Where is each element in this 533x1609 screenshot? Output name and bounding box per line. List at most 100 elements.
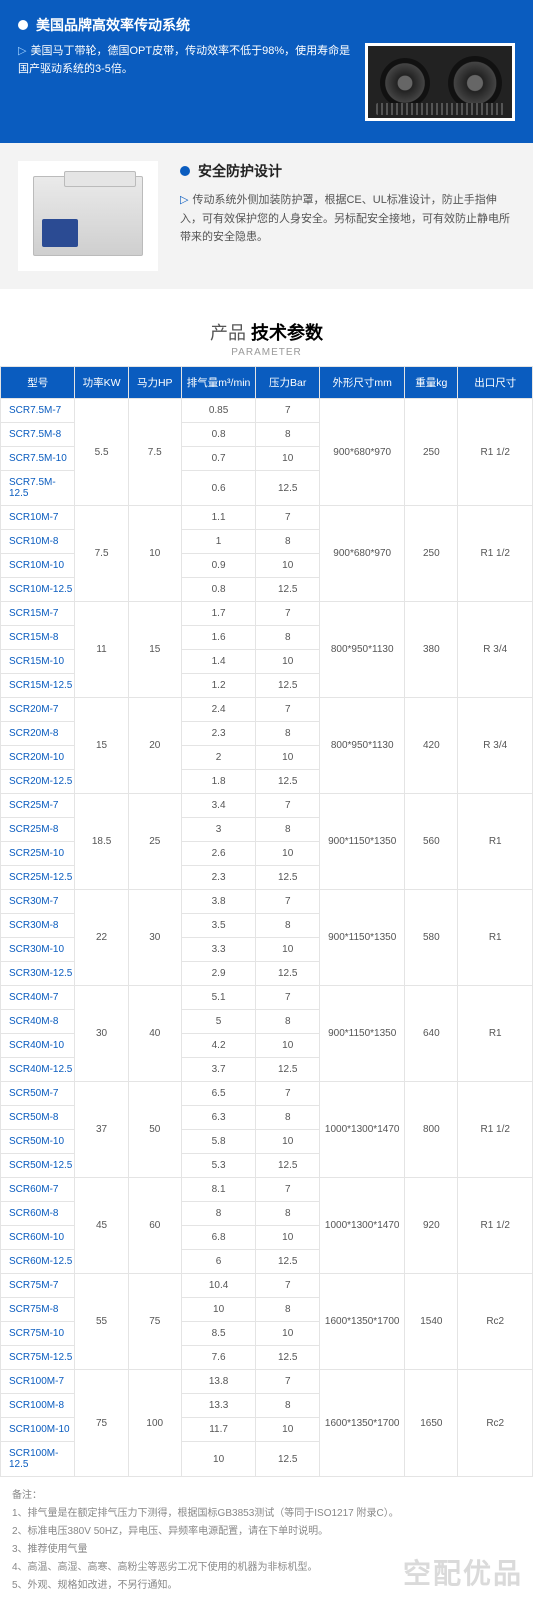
cell-bar: 8 bbox=[256, 1298, 320, 1322]
cell-wt: 1650 bbox=[405, 1370, 458, 1477]
hero-image bbox=[365, 43, 515, 121]
safety-section: 安全防护设计 ▷传动系统外侧加装防护罩，根据CE、UL标准设计，防止手指伸入，可… bbox=[0, 143, 533, 289]
cell-exhaust: 0.9 bbox=[181, 554, 255, 578]
table-row: SCR40M-730405.17900*1150*1350640R1 bbox=[1, 986, 533, 1010]
table-row: SCR30M-722303.87900*1150*1350580R1 bbox=[1, 890, 533, 914]
cell-model: SCR30M-12.5 bbox=[1, 962, 75, 986]
cell-exhaust: 3.3 bbox=[181, 938, 255, 962]
cell-bar: 10 bbox=[256, 1226, 320, 1250]
cell-hp: 60 bbox=[128, 1178, 181, 1274]
cell-wt: 420 bbox=[405, 698, 458, 794]
cell-exhaust: 5.8 bbox=[181, 1130, 255, 1154]
cell-model: SCR100M-8 bbox=[1, 1394, 75, 1418]
cell-bar: 12.5 bbox=[256, 578, 320, 602]
cell-exhaust: 8.5 bbox=[181, 1322, 255, 1346]
cell-exhaust: 0.8 bbox=[181, 423, 255, 447]
hero-section: 美国品牌高效率传动系统 ▷美国马丁带轮，德国OPT皮带，传动效率不低于98%，使… bbox=[0, 0, 533, 143]
cell-exhaust: 2.6 bbox=[181, 842, 255, 866]
cell-exhaust: 6.8 bbox=[181, 1226, 255, 1250]
params-title-bold: 技术参数 bbox=[251, 323, 323, 343]
cell-exhaust: 1.7 bbox=[181, 602, 255, 626]
cell-kw: 75 bbox=[75, 1370, 128, 1477]
table-header-cell: 马力HP bbox=[128, 367, 181, 399]
note-item: 2、标准电压380V 50HZ，异电压、异频率电源配置，请在下单时说明。 bbox=[12, 1523, 521, 1541]
cell-out: R1 1/2 bbox=[458, 506, 533, 602]
cell-wt: 580 bbox=[405, 890, 458, 986]
cell-exhaust: 3 bbox=[181, 818, 255, 842]
table-row: SCR10M-77.5101.17900*680*970250R1 1/2 bbox=[1, 506, 533, 530]
cell-bar: 12.5 bbox=[256, 1058, 320, 1082]
cell-exhaust: 5.1 bbox=[181, 986, 255, 1010]
cell-bar: 12.5 bbox=[256, 1154, 320, 1178]
cell-model: SCR7.5M-7 bbox=[1, 399, 75, 423]
table-body: SCR7.5M-75.57.50.857900*680*970250R1 1/2… bbox=[1, 399, 533, 1477]
cell-exhaust: 0.6 bbox=[181, 471, 255, 506]
cell-kw: 37 bbox=[75, 1082, 128, 1178]
cell-exhaust: 8 bbox=[181, 1202, 255, 1226]
cell-dim: 900*1150*1350 bbox=[320, 986, 405, 1082]
cell-hp: 100 bbox=[128, 1370, 181, 1477]
cell-exhaust: 1 bbox=[181, 530, 255, 554]
notes-section: 备注： 1、排气量是在额定排气压力下测得，根据国标GB3853测试（等同于ISO… bbox=[0, 1477, 533, 1609]
cell-model: SCR60M-12.5 bbox=[1, 1250, 75, 1274]
cell-bar: 8 bbox=[256, 914, 320, 938]
cell-bar: 10 bbox=[256, 842, 320, 866]
cell-model: SCR100M-12.5 bbox=[1, 1442, 75, 1477]
cell-hp: 40 bbox=[128, 986, 181, 1082]
cell-wt: 250 bbox=[405, 399, 458, 506]
params-subtitle: PARAMETER bbox=[0, 347, 533, 358]
cell-exhaust: 6.5 bbox=[181, 1082, 255, 1106]
cell-model: SCR50M-12.5 bbox=[1, 1154, 75, 1178]
cell-exhaust: 3.8 bbox=[181, 890, 255, 914]
cell-bar: 7 bbox=[256, 986, 320, 1010]
cell-bar: 10 bbox=[256, 746, 320, 770]
cell-model: SCR20M-7 bbox=[1, 698, 75, 722]
safety-body: 安全防护设计 ▷传动系统外侧加装防护罩，根据CE、UL标准设计，防止手指伸入，可… bbox=[180, 161, 515, 247]
cell-model: SCR75M-12.5 bbox=[1, 1346, 75, 1370]
cell-hp: 15 bbox=[128, 602, 181, 698]
cell-bar: 10 bbox=[256, 650, 320, 674]
cell-bar: 7 bbox=[256, 1082, 320, 1106]
cell-model: SCR7.5M-12.5 bbox=[1, 471, 75, 506]
cell-model: SCR15M-7 bbox=[1, 602, 75, 626]
cell-kw: 11 bbox=[75, 602, 128, 698]
cell-bar: 12.5 bbox=[256, 962, 320, 986]
cell-bar: 8 bbox=[256, 1394, 320, 1418]
cell-dim: 1000*1300*1470 bbox=[320, 1082, 405, 1178]
cell-bar: 10 bbox=[256, 1130, 320, 1154]
cell-wt: 560 bbox=[405, 794, 458, 890]
safety-title: 安全防护设计 bbox=[198, 161, 282, 181]
cell-exhaust: 1.6 bbox=[181, 626, 255, 650]
cell-hp: 75 bbox=[128, 1274, 181, 1370]
cell-bar: 7 bbox=[256, 506, 320, 530]
cell-model: SCR15M-12.5 bbox=[1, 674, 75, 698]
cell-bar: 12.5 bbox=[256, 471, 320, 506]
cell-hp: 30 bbox=[128, 890, 181, 986]
cell-dim: 900*680*970 bbox=[320, 399, 405, 506]
cell-exhaust: 0.8 bbox=[181, 578, 255, 602]
cell-exhaust: 2.3 bbox=[181, 866, 255, 890]
safety-title-row: 安全防护设计 bbox=[180, 161, 515, 181]
machine-image bbox=[18, 161, 158, 271]
cell-bar: 7 bbox=[256, 1370, 320, 1394]
cell-model: SCR60M-10 bbox=[1, 1226, 75, 1250]
cell-out: R1 bbox=[458, 890, 533, 986]
cell-out: Rc2 bbox=[458, 1274, 533, 1370]
cell-dim: 800*950*1130 bbox=[320, 698, 405, 794]
cell-exhaust: 3.4 bbox=[181, 794, 255, 818]
notes-title: 备注： bbox=[12, 1487, 521, 1505]
cell-model: SCR75M-8 bbox=[1, 1298, 75, 1322]
cell-exhaust: 6 bbox=[181, 1250, 255, 1274]
params-header: 产品 技术参数 PARAMETER bbox=[0, 289, 533, 366]
cell-exhaust: 5.3 bbox=[181, 1154, 255, 1178]
cell-bar: 12.5 bbox=[256, 1346, 320, 1370]
cell-bar: 8 bbox=[256, 530, 320, 554]
spec-table: 型号功率KW马力HP排气量m³/min压力Bar外形尺寸mm重量kg出口尺寸 S… bbox=[0, 366, 533, 1477]
cell-model: SCR10M-12.5 bbox=[1, 578, 75, 602]
hero-title-row: 美国品牌高效率传动系统 bbox=[18, 15, 515, 35]
cell-bar: 8 bbox=[256, 423, 320, 447]
cell-bar: 10 bbox=[256, 447, 320, 471]
cell-bar: 7 bbox=[256, 602, 320, 626]
params-title-light: 产品 bbox=[210, 323, 246, 343]
table-row: SCR60M-745608.171000*1300*1470920R1 1/2 bbox=[1, 1178, 533, 1202]
